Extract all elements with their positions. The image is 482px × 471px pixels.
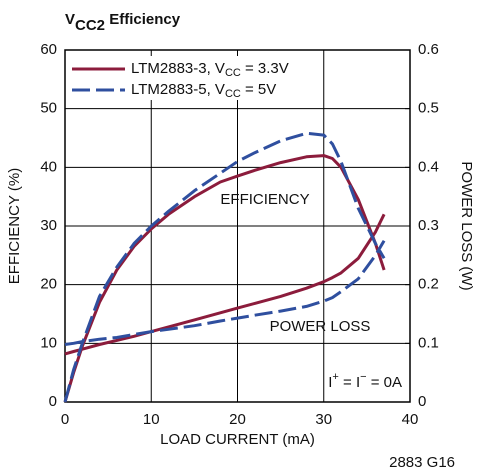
y2-tick-label: 0 xyxy=(418,393,426,410)
annotation-part: POWER LOSS xyxy=(270,318,371,335)
efficiency-line xyxy=(63,131,386,403)
x-tick-label: 10 xyxy=(143,411,160,428)
efficiency-line xyxy=(63,154,386,403)
y2-tick-label: 0.1 xyxy=(418,334,439,351)
legend-label-part: LTM2883-3, V xyxy=(131,60,225,77)
y-tick-label: 10 xyxy=(40,334,57,351)
power_loss-line xyxy=(64,239,386,346)
annotation-part: = 0A xyxy=(367,374,402,391)
y-tick-label: 30 xyxy=(40,217,57,234)
y2-axis-label: POWER LOSS (W) xyxy=(458,161,475,290)
annotation-part: EFFICIENCY xyxy=(220,191,309,208)
y2-tick-label: 0.5 xyxy=(418,100,439,117)
annotation-part: I xyxy=(328,374,332,391)
x-tick-label: 40 xyxy=(402,411,419,428)
x-axis-label: LOAD CURRENT (mA) xyxy=(160,431,315,448)
footnote: 2883 G16 xyxy=(389,454,455,471)
y-tick-label: 60 xyxy=(40,41,57,58)
annotation-part: = I xyxy=(339,374,360,391)
y-tick-label: 20 xyxy=(40,276,57,293)
y2-tick-label: 0.3 xyxy=(418,217,439,234)
annotation-part: − xyxy=(360,371,366,383)
y2-tick-label: 0.2 xyxy=(418,276,439,293)
y2-tick-label: 0.6 xyxy=(418,41,439,58)
chart-title-part: CC2 xyxy=(75,17,105,34)
y-tick-label: 0 xyxy=(49,393,57,410)
plot-frame xyxy=(64,49,411,403)
y-axis-label: EFFICIENCY (%) xyxy=(6,168,23,284)
chart-title-part: V xyxy=(65,11,75,28)
power_loss-line xyxy=(64,213,386,356)
legend-box xyxy=(68,56,308,100)
y-tick-label: 40 xyxy=(40,158,57,175)
legend-label: LTM2883-5, VCC = 5V xyxy=(131,81,276,100)
y-tick-label: 50 xyxy=(40,100,57,117)
annotation-bg xyxy=(358,370,406,396)
legend-label-part: CC xyxy=(225,88,241,100)
x-tick-label: 0 xyxy=(61,411,69,428)
legend-label-part: = 5V xyxy=(241,81,276,98)
x-tick-label: 20 xyxy=(229,411,246,428)
annotation: I+ = I− = 0A xyxy=(328,371,402,391)
chart-title: VCC2 Efficiency xyxy=(65,11,181,34)
x-tick-label: 30 xyxy=(315,411,332,428)
legend-label: LTM2883-3, VCC = 3.3V xyxy=(131,60,289,79)
chart-title-part: Efficiency xyxy=(105,11,181,28)
legend-label-part: = 3.3V xyxy=(241,60,289,77)
y2-tick-label: 0.4 xyxy=(418,158,439,175)
annotation-part: + xyxy=(332,371,338,383)
annotation: EFFICIENCY xyxy=(220,191,309,208)
legend-label-part: CC xyxy=(225,67,241,79)
legend-label-part: LTM2883-5, V xyxy=(131,81,225,98)
annotation: POWER LOSS xyxy=(270,318,371,335)
